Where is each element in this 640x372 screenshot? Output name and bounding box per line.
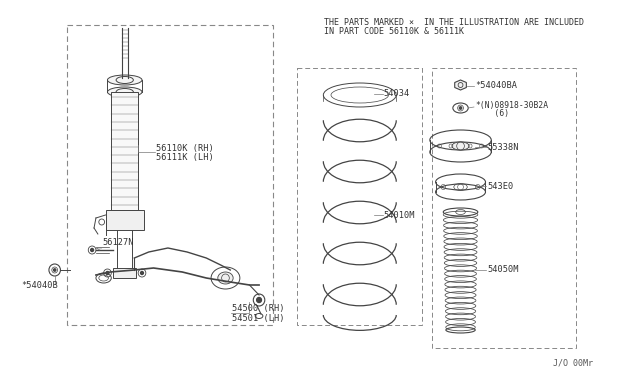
Text: 56110K (RH): 56110K (RH) (156, 144, 214, 153)
Circle shape (54, 269, 56, 271)
Text: *54040B: *54040B (21, 280, 58, 289)
Bar (111, 92, 138, 210)
Text: 54500 (RH): 54500 (RH) (232, 305, 285, 314)
Circle shape (460, 107, 461, 109)
Text: 56111K (LH): 56111K (LH) (156, 153, 214, 161)
Bar (298, 68, 422, 325)
Text: THE PARTS MARKED ×  IN THE ILLUSTRATION ARE INCLUDED: THE PARTS MARKED × IN THE ILLUSTRATION A… (324, 18, 584, 27)
Circle shape (257, 298, 262, 302)
Text: *54040BA: *54040BA (475, 80, 517, 90)
Bar (432, 68, 575, 348)
Text: 56127N: 56127N (102, 237, 134, 247)
Text: 54010M: 54010M (384, 211, 415, 219)
Ellipse shape (108, 75, 142, 85)
Ellipse shape (452, 142, 469, 150)
Text: 543E0: 543E0 (488, 182, 514, 190)
Polygon shape (455, 80, 467, 90)
Circle shape (106, 272, 109, 275)
Text: J/O 00Mr: J/O 00Mr (553, 358, 593, 367)
Ellipse shape (108, 87, 142, 97)
Bar (67, 25, 273, 325)
Text: *(N)08918-30B2A: *(N)08918-30B2A (475, 100, 548, 109)
Text: 54501 (LH): 54501 (LH) (232, 314, 285, 323)
Text: 54034: 54034 (384, 89, 410, 97)
Bar (106, 210, 144, 230)
Circle shape (91, 248, 93, 251)
Text: (6): (6) (475, 109, 509, 118)
Ellipse shape (218, 272, 233, 284)
Bar (113, 268, 136, 278)
Circle shape (141, 272, 143, 275)
Text: 55338N: 55338N (488, 142, 519, 151)
Text: 54050M: 54050M (488, 266, 519, 275)
Text: IN PART CODE 56110K & 56111K: IN PART CODE 56110K & 56111K (324, 27, 464, 36)
